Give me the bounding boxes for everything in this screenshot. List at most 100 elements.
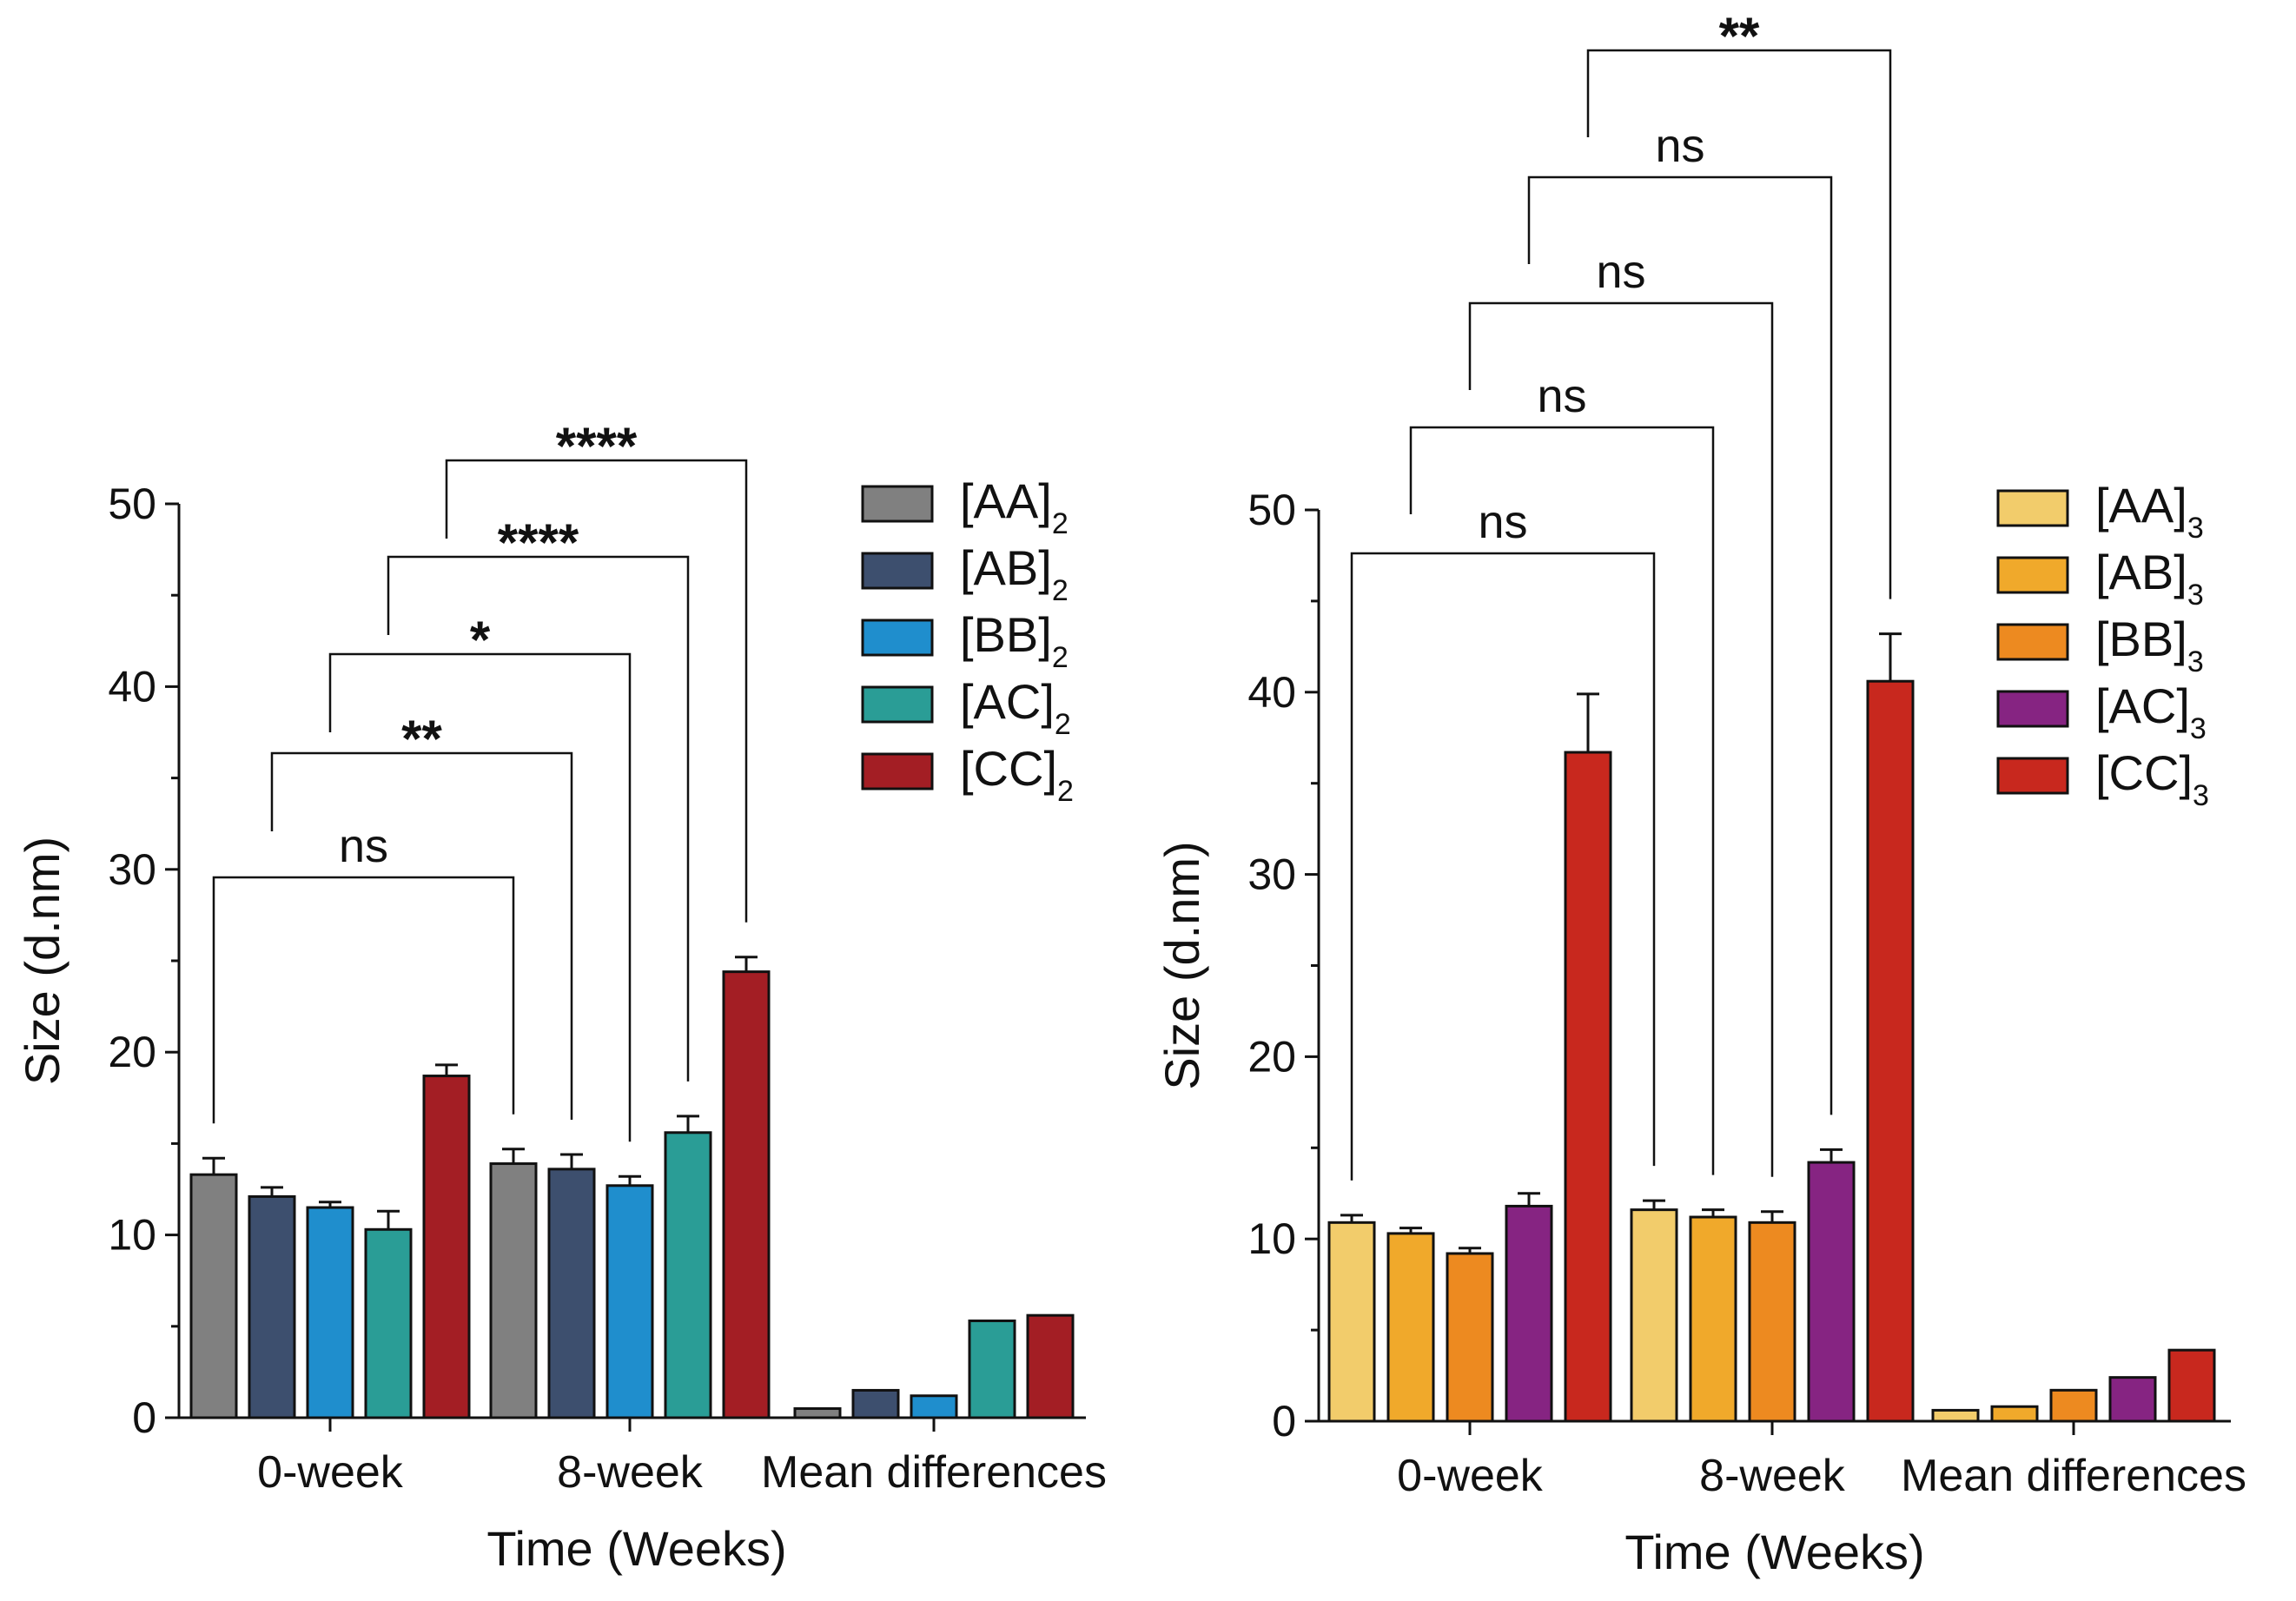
left-chart-panel: 0 10 20 30 40 50 0-week 8-week Mean differences T… xyxy=(15,417,1107,1576)
significance-label: ns xyxy=(1596,246,1645,298)
bar xyxy=(1026,1313,1075,1419)
legend-label-name: [AC] xyxy=(2095,678,2190,733)
legend-label: [CC]3 xyxy=(2095,745,2209,812)
significance-bracket xyxy=(1350,552,1656,1181)
x-tick-label: Mean differences xyxy=(1901,1451,2246,1501)
bar xyxy=(1446,1252,1494,1423)
significance-bracket xyxy=(270,751,573,1121)
significance-label: ** xyxy=(401,710,442,768)
y-tick-label: 30 xyxy=(1247,850,1296,899)
significance-label: ns xyxy=(1478,496,1527,548)
legend-label-name: [BB] xyxy=(2095,612,2187,666)
x-tick-label: 0-week xyxy=(257,1447,404,1498)
legend-label: [AC]3 xyxy=(2095,678,2207,745)
bar xyxy=(248,1194,296,1419)
legend-swatch xyxy=(1996,489,2069,527)
bar xyxy=(1748,1221,1796,1423)
bar xyxy=(1505,1204,1553,1423)
legend-label: [AC]2 xyxy=(960,674,1071,741)
legend-swatch xyxy=(1996,623,2069,661)
significance-bracket xyxy=(1586,49,1892,599)
significance-label: **** xyxy=(556,417,638,475)
legend-swatch xyxy=(861,485,934,523)
x-tick-label: 0-week xyxy=(1397,1451,1544,1501)
x-axis-title: Time (Weeks) xyxy=(486,1521,786,1576)
y-tick-label: 20 xyxy=(108,1028,156,1076)
legend-label-name: [AA] xyxy=(2095,478,2187,533)
bar xyxy=(364,1227,413,1419)
significance-label: ns xyxy=(1537,370,1586,422)
bar xyxy=(1866,679,1915,1423)
bar xyxy=(1931,1408,1980,1423)
legend-swatch xyxy=(1996,556,2069,594)
y-tick-label: 50 xyxy=(1247,486,1296,534)
y-tick-label: 0 xyxy=(1272,1397,1296,1446)
significance-label: ns xyxy=(339,820,388,872)
significance-bracket xyxy=(1527,175,1833,1115)
significance-bracket xyxy=(1468,301,1774,1177)
bar xyxy=(722,970,771,1419)
legend-label: [AA]2 xyxy=(960,473,1069,540)
bar xyxy=(306,1206,354,1419)
significance-label: ** xyxy=(1719,7,1760,65)
bar xyxy=(910,1394,958,1419)
bar xyxy=(1386,1232,1435,1423)
significance-label: **** xyxy=(498,513,579,572)
legend-label: [BB]3 xyxy=(2095,612,2204,678)
legend-swatch xyxy=(861,752,934,791)
legend-swatch xyxy=(861,619,934,657)
legend-label-subscript: 3 xyxy=(2190,712,2207,745)
bar xyxy=(793,1406,842,1419)
legend-label-subscript: 2 xyxy=(1055,708,1071,741)
legend-label-name: [CC] xyxy=(960,741,1057,796)
bar xyxy=(422,1075,471,1419)
significance-bracket xyxy=(212,876,515,1124)
legend-swatch xyxy=(1996,690,2069,728)
bar xyxy=(605,1184,654,1419)
significance-label: * xyxy=(470,611,491,669)
legend-label-name: [BB] xyxy=(960,607,1052,662)
legend-label: [BB]2 xyxy=(960,607,1069,674)
legend-label-name: [AA] xyxy=(960,473,1052,528)
legend-label-subscript: 3 xyxy=(2187,512,2204,545)
bar xyxy=(547,1168,596,1419)
x-tick-label: 8-week xyxy=(557,1447,704,1498)
significance-bracket xyxy=(1409,426,1715,1175)
bar xyxy=(1807,1161,1856,1423)
legend-swatch xyxy=(861,685,934,724)
legend-swatch xyxy=(1996,757,2069,795)
y-tick-label: 40 xyxy=(108,662,156,711)
y-tick-label: 50 xyxy=(108,480,156,528)
legend-label-subscript: 2 xyxy=(1052,507,1069,540)
bar xyxy=(968,1319,1016,1419)
legend-label-subscript: 2 xyxy=(1052,641,1069,674)
bar xyxy=(851,1388,900,1419)
significance-bracket xyxy=(387,555,690,1082)
bar xyxy=(2167,1348,2216,1423)
bar xyxy=(489,1162,538,1419)
y-tick-label: 10 xyxy=(108,1211,156,1260)
legend-label-name: [CC] xyxy=(2095,745,2193,800)
legend-label-subscript: 3 xyxy=(2187,579,2204,612)
legend-label-subscript: 3 xyxy=(2187,645,2204,678)
legend-label-subscript: 2 xyxy=(1052,574,1069,607)
bar xyxy=(189,1173,238,1419)
legend-label: [AB]3 xyxy=(2095,545,2204,612)
x-tick-label: 8-week xyxy=(1699,1451,1846,1501)
y-tick-label: 10 xyxy=(1247,1214,1296,1263)
legend-label-name: [AB] xyxy=(960,540,1052,595)
y-axis-title: Size (d.nm) xyxy=(15,837,69,1085)
legend-label: [AB]2 xyxy=(960,540,1069,607)
y-axis-title: Size (d.nm) xyxy=(1155,841,1209,1089)
significance-bracket xyxy=(328,652,632,1142)
y-tick-label: 40 xyxy=(1247,668,1296,717)
x-axis-title: Time (Weeks) xyxy=(1624,1525,1924,1579)
bar xyxy=(2049,1388,2098,1423)
legend-label-name: [AB] xyxy=(2095,545,2187,599)
legend-label-subscript: 3 xyxy=(2193,779,2209,812)
legend-swatch xyxy=(861,552,934,590)
legend-label: [CC]2 xyxy=(960,741,1074,808)
x-tick-label: Mean differences xyxy=(761,1447,1107,1498)
bar xyxy=(664,1131,712,1419)
